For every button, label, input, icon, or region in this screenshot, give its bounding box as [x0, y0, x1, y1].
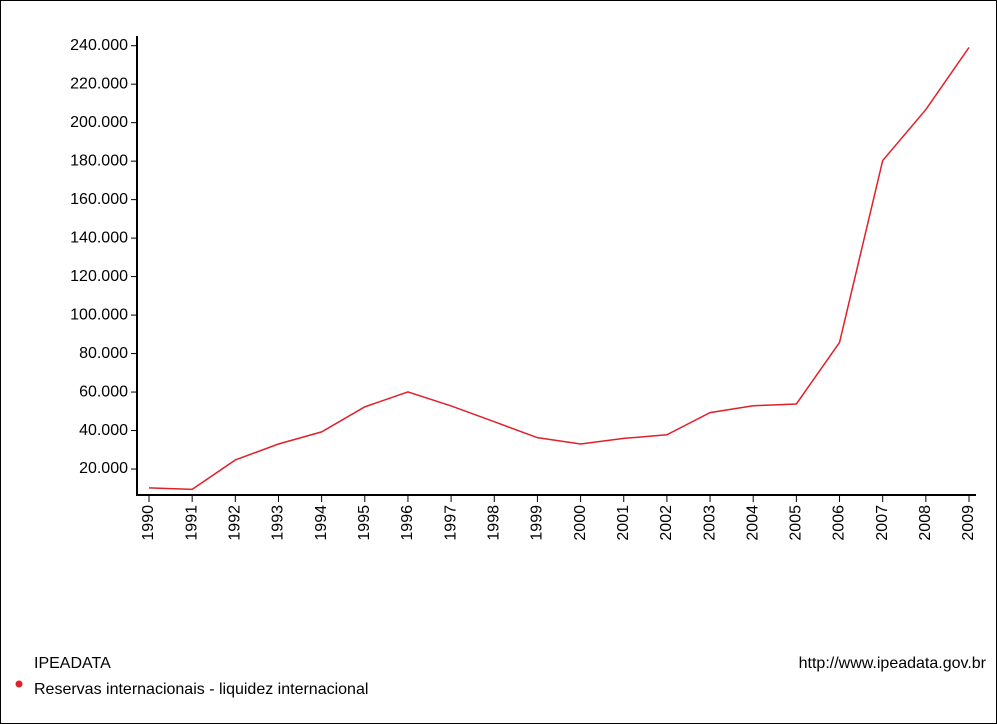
x-tick-label: 1998 [485, 505, 502, 541]
x-tick-label: 2009 [960, 505, 977, 541]
y-tick-label: 200.000 [70, 114, 128, 131]
x-tick-label: 1994 [313, 505, 330, 541]
x-tick-label: 2001 [615, 505, 632, 541]
y-tick-label: 60.000 [79, 383, 128, 400]
y-tick-label: 100.000 [70, 306, 128, 323]
x-tick-label: 2007 [874, 505, 891, 541]
series-line [148, 47, 970, 491]
x-tick-label: 2006 [831, 505, 848, 541]
y-tick-label: 160.000 [70, 191, 128, 208]
y-tick-label: 40.000 [79, 422, 128, 439]
y-tick-label: 180.000 [70, 152, 128, 169]
y-tick-label: 80.000 [79, 345, 128, 362]
url: http://www.ipeadata.gov.br [799, 655, 987, 672]
x-tick-label: 2004 [744, 505, 761, 541]
x-tick-label: 1999 [529, 505, 546, 541]
x-tick-label: 1997 [442, 505, 459, 541]
y-tick-label: 20.000 [79, 460, 128, 477]
x-tick-label: 1996 [399, 505, 416, 541]
y-tick-label: 220.000 [70, 75, 128, 92]
y-tick-label: 120.000 [70, 268, 128, 285]
x-tick-label: 2005 [788, 505, 805, 541]
x-tick-label: 2000 [572, 505, 589, 541]
y-tick-label: 240.000 [70, 37, 128, 54]
x-tick-label: 1995 [356, 505, 373, 541]
x-tick-label: 1990 [140, 505, 157, 541]
y-tick-label: 140.000 [70, 229, 128, 246]
x-tick-label: 2008 [917, 505, 934, 541]
x-tick-label: 2003 [701, 505, 718, 541]
source: IPEADATA [34, 655, 111, 672]
x-tick-label: 1992 [227, 505, 244, 541]
x-tick-label: 2002 [658, 505, 675, 541]
legend-label: Reservas internacionais - liquidez inter… [34, 681, 368, 698]
x-tick-label: 1991 [183, 505, 200, 541]
x-tick-label: 1993 [270, 505, 287, 541]
legend-marker [15, 680, 23, 688]
